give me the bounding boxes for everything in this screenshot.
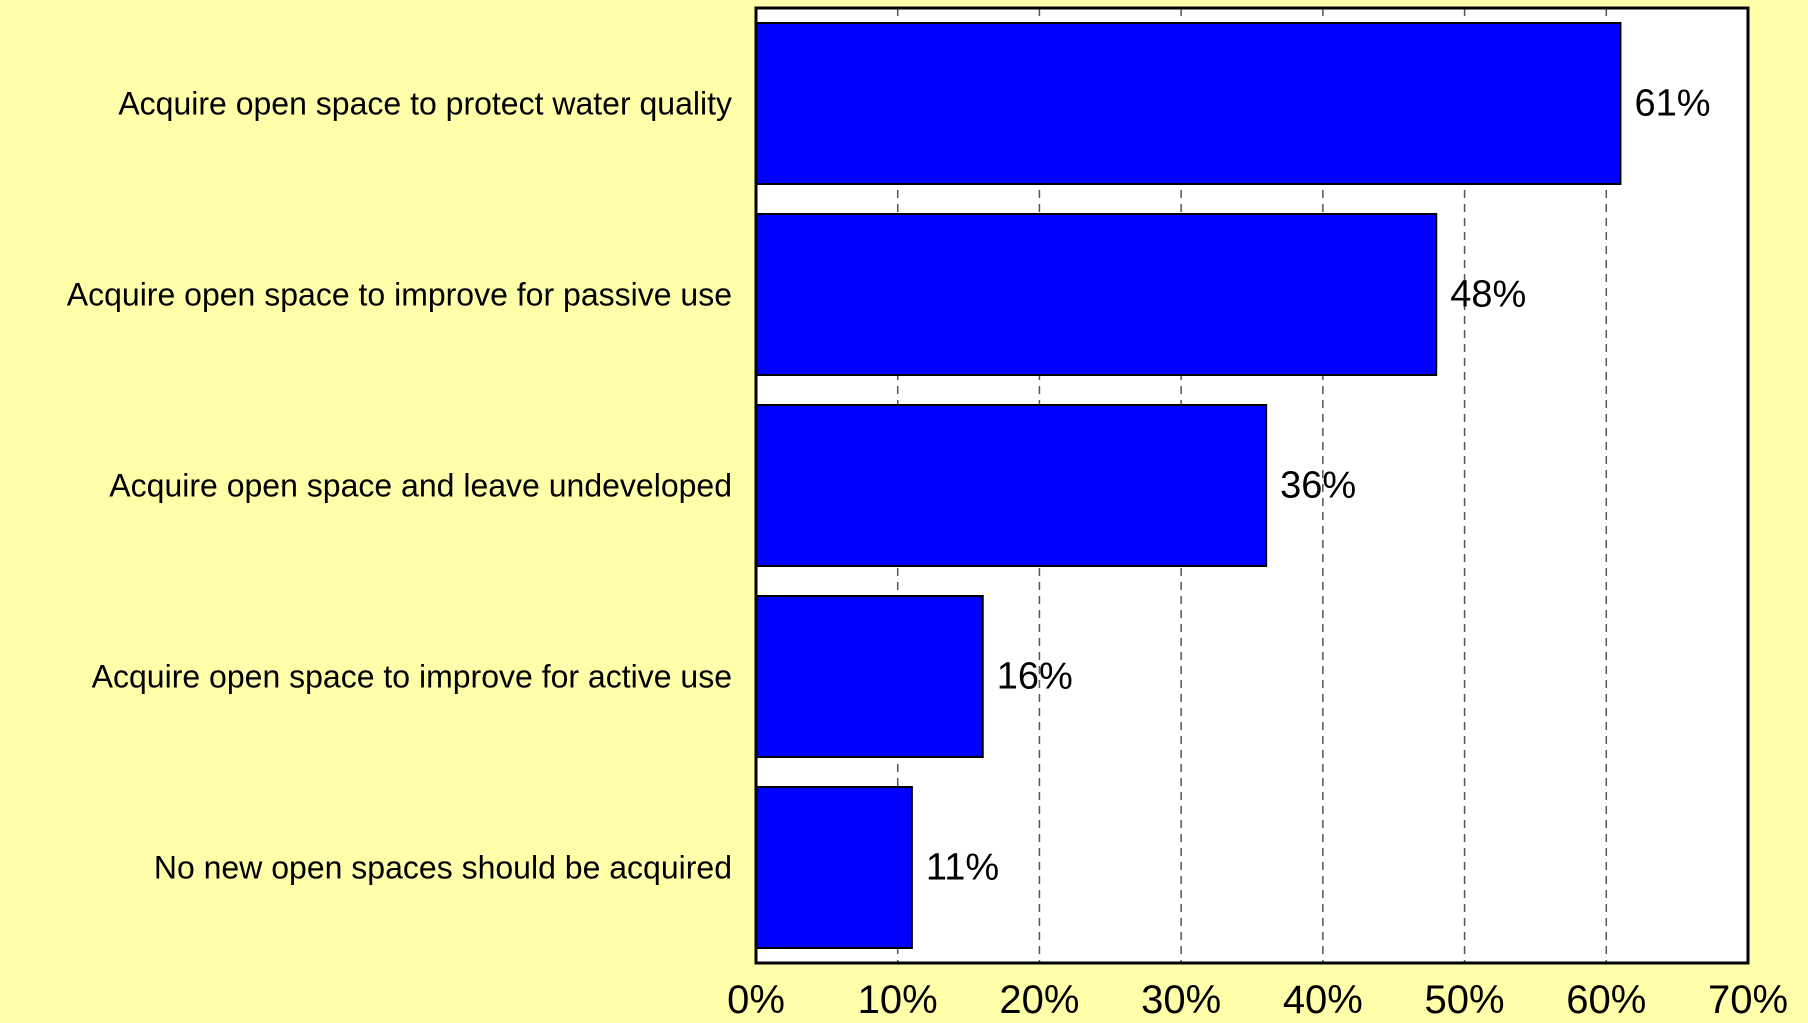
x-tick-label: 60% bbox=[1566, 978, 1646, 1022]
x-tick-label: 40% bbox=[1283, 978, 1363, 1022]
value-label: 48% bbox=[1450, 274, 1526, 316]
value-label: 61% bbox=[1634, 83, 1710, 125]
category-label: Acquire open space to improve for active… bbox=[92, 659, 732, 695]
plot-frame bbox=[754, 6, 1750, 965]
value-labels: 61% 48% 36% 16% 11% bbox=[926, 83, 1711, 889]
x-tick-label: 30% bbox=[1141, 978, 1221, 1022]
x-tick-label: 10% bbox=[858, 978, 938, 1022]
x-tick-label: 70% bbox=[1708, 978, 1788, 1022]
x-tick-label: 0% bbox=[727, 978, 785, 1022]
category-label: Acquire open space to protect water qual… bbox=[118, 86, 732, 122]
bars bbox=[755, 22, 1622, 949]
bar bbox=[755, 213, 1438, 376]
category-label: No new open spaces should be acquired bbox=[154, 850, 732, 886]
bar bbox=[755, 404, 1268, 567]
bar bbox=[755, 595, 984, 758]
value-label: 16% bbox=[997, 656, 1073, 698]
bar bbox=[755, 22, 1622, 185]
x-tick-label: 50% bbox=[1425, 978, 1505, 1022]
value-label: 11% bbox=[926, 847, 999, 889]
category-label: Acquire open space to improve for passiv… bbox=[67, 277, 732, 313]
x-axis-tick-labels: 0% 10% 20% 30% 40% 50% 60% 70% bbox=[727, 978, 1788, 1022]
x-tick-label: 20% bbox=[999, 978, 1079, 1022]
bar bbox=[755, 786, 913, 949]
category-label: Acquire open space and leave undeveloped bbox=[109, 468, 732, 504]
category-labels: Acquire open space to protect water qual… bbox=[67, 86, 732, 886]
value-label: 36% bbox=[1280, 465, 1356, 507]
